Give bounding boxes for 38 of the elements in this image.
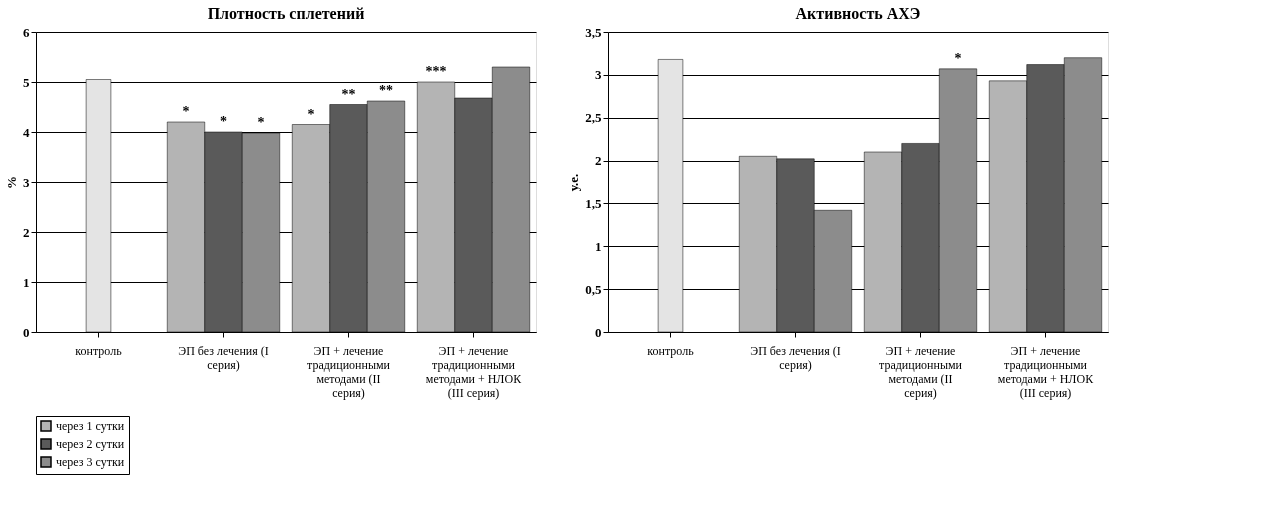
y-tick-label: 3: [23, 174, 30, 190]
x-tick-label: ЭП без лечения (I серия): [750, 343, 841, 372]
chart-title: Плотность сплетений: [207, 5, 365, 22]
y-tick-label: 1: [595, 238, 602, 254]
x-tick-label: ЭП + лечение традиционными методами (II серия): [878, 343, 963, 400]
y-tick-label: 0: [595, 324, 602, 340]
y-tick-label: 3: [595, 67, 602, 83]
y-tick-label: 6: [23, 24, 30, 40]
data-label: *: [307, 106, 315, 122]
y-tick-label: 0,5: [585, 281, 602, 297]
legend-label: через 1 сутки: [56, 419, 125, 433]
x-tick-label: ЭП + лечение традиционными методами (II серия): [306, 343, 391, 400]
x-tick-label: контроль: [75, 343, 123, 358]
y-tick-label: 2: [23, 224, 30, 240]
data-label: **: [379, 83, 393, 98]
y-tick-label: 2,5: [585, 110, 602, 126]
x-tick-label: контроль: [647, 343, 695, 358]
legend-label: через 2 сутки: [56, 437, 125, 451]
data-label: *: [954, 50, 962, 66]
y-tick-label: 2: [595, 153, 602, 169]
y-tick-label: 4: [23, 124, 30, 140]
data-label: *: [220, 114, 227, 129]
data-label: **: [341, 86, 356, 102]
x-tick-label: ЭП + лечение традиционными методами + НЛОК (III серия): [997, 343, 1095, 400]
x-tick-label: ЭП + лечение традиционными методами + НЛОК (III серия): [425, 343, 523, 400]
y-tick-label: 1: [23, 274, 30, 290]
y-axis-title: %: [4, 176, 19, 189]
y-tick-label: 0: [23, 324, 30, 340]
y-axis-title: у.е.: [566, 173, 582, 192]
x-tick-label: ЭП без лечения (I серия): [178, 343, 269, 372]
y-tick-label: 3,5: [585, 24, 602, 40]
data-label: *: [257, 115, 265, 130]
y-tick-label: 5: [23, 74, 30, 90]
data-label: *: [182, 104, 190, 119]
y-tick-label: 1,5: [585, 195, 602, 211]
legend-label: через 3 сутки: [56, 455, 125, 469]
chart-title: Активность АХЭ: [795, 5, 921, 22]
data-label: ***: [425, 64, 447, 79]
